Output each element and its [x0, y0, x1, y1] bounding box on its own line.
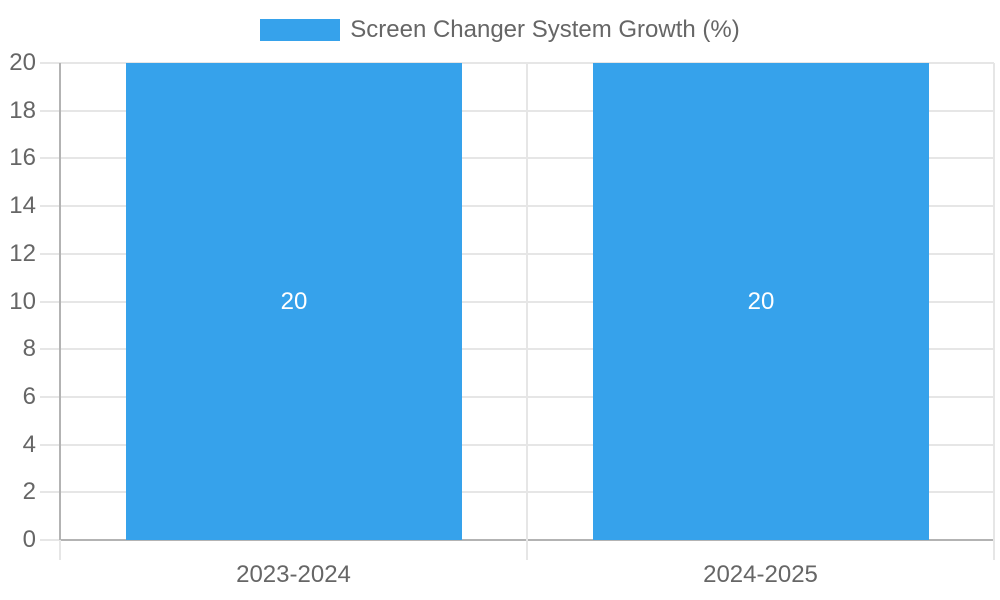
x-tick-mark	[993, 540, 995, 560]
y-axis-tick-label: 10	[9, 287, 36, 315]
bar[interactable]	[593, 63, 929, 540]
y-tick-mark	[40, 157, 60, 160]
y-axis-tick-label: 12	[9, 239, 36, 267]
x-tick-mark	[59, 540, 61, 560]
y-axis-tick-label: 14	[9, 192, 36, 220]
y-axis-tick-label: 2	[22, 478, 36, 506]
legend-swatch	[260, 19, 341, 41]
y-tick-mark	[40, 300, 60, 303]
y-tick-mark	[40, 348, 60, 351]
y-tick-mark	[40, 62, 60, 64]
legend-label: Screen Changer System Growth (%)	[350, 16, 740, 43]
y-tick-mark	[40, 539, 60, 541]
y-tick-mark	[40, 109, 60, 112]
category-separator-line	[526, 63, 528, 540]
y-axis-tick-label: 0	[22, 526, 36, 553]
y-axis-tick-label: 20	[9, 49, 36, 76]
x-axis-tick-label: 2024-2025	[703, 561, 818, 588]
y-tick-mark	[40, 443, 60, 446]
y-tick-mark	[40, 395, 60, 398]
y-tick-mark	[40, 205, 60, 208]
y-axis-tick-label: 6	[22, 382, 36, 410]
y-tick-mark	[40, 491, 60, 494]
y-axis-tick-label: 18	[9, 96, 36, 124]
bar-value-label: 20	[747, 288, 775, 315]
legend[interactable]: Screen Changer System Growth (%)	[0, 14, 1000, 46]
y-axis-tick-label: 4	[22, 430, 36, 458]
y-axis-tick-label: 8	[22, 335, 36, 363]
y-tick-mark	[40, 252, 60, 255]
y-axis-tick-label: 16	[9, 144, 36, 172]
x-tick-mark	[526, 540, 528, 560]
x-axis-tick-label: 2023-2024	[236, 561, 351, 588]
y-axis-line	[59, 63, 61, 540]
bar[interactable]	[126, 63, 462, 540]
bar-value-label: 20	[280, 288, 308, 315]
plot-right-border	[993, 63, 995, 540]
